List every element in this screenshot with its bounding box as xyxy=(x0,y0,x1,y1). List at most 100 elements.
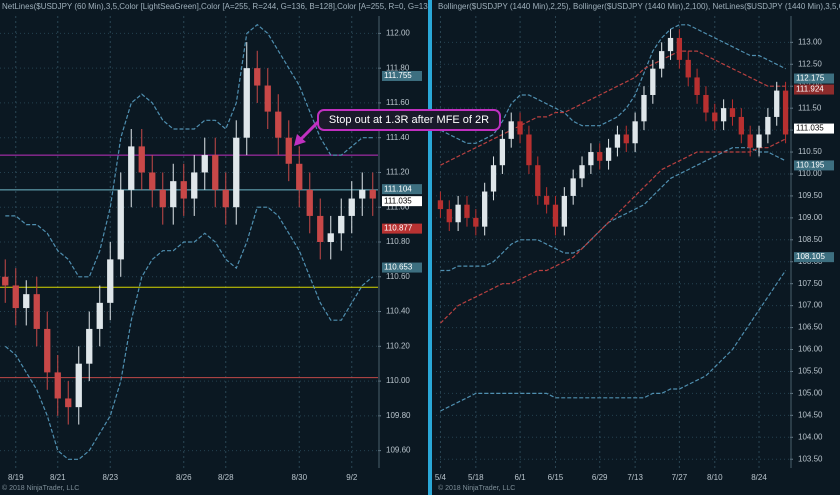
y-tick-label: 111.00 xyxy=(386,202,410,211)
candle-body xyxy=(712,112,718,122)
candle-body xyxy=(317,215,324,242)
candle-body xyxy=(44,328,51,373)
price-marker xyxy=(794,252,834,263)
x-tick-label: 8/28 xyxy=(218,473,234,482)
y-tick-label: 105.00 xyxy=(798,389,823,398)
candle-body xyxy=(359,189,366,199)
candle-body xyxy=(12,285,19,309)
candle-body xyxy=(23,294,30,309)
y-tick-label: 111.60 xyxy=(386,98,410,107)
y-tick-label: 110.00 xyxy=(798,169,822,178)
candle-body xyxy=(774,90,780,117)
candle-body xyxy=(738,116,744,135)
candle-body xyxy=(659,51,665,69)
x-tick-label: 7/13 xyxy=(627,473,643,482)
y-tick-label: 112.50 xyxy=(798,59,822,68)
candle-body xyxy=(703,94,709,113)
x-tick-label: 7/27 xyxy=(672,473,688,482)
footer: © 2018 NinjaTrader, LLC xyxy=(2,484,79,492)
y-tick-label: 109.60 xyxy=(386,446,411,455)
y-tick-label: 110.80 xyxy=(386,237,410,246)
candle-body xyxy=(694,77,700,95)
candle-body xyxy=(667,37,674,52)
price-marker-label: 110.653 xyxy=(384,263,413,272)
candle-body xyxy=(543,195,550,205)
band-line xyxy=(440,147,786,272)
candle-body xyxy=(159,189,166,208)
candle-body xyxy=(96,302,103,329)
y-tick-label: 109.80 xyxy=(386,411,411,420)
y-tick-label: 109.50 xyxy=(798,191,823,200)
candle-body xyxy=(327,233,334,242)
x-tick-label: 8/30 xyxy=(291,473,307,482)
y-tick-label: 110.20 xyxy=(386,341,410,350)
x-tick-label: 8/24 xyxy=(751,473,767,482)
x-tick-label: 8/21 xyxy=(50,473,66,482)
price-marker xyxy=(794,123,834,134)
candle-body xyxy=(75,363,82,408)
candle-body xyxy=(65,398,72,408)
candle-body xyxy=(191,172,198,199)
footer: © 2018 NinjaTrader, LLC xyxy=(438,484,515,492)
y-tick-label: 110.60 xyxy=(386,272,410,281)
candle-body xyxy=(561,195,567,227)
price-marker-label: 111.755 xyxy=(384,71,412,80)
candle-body xyxy=(535,165,541,196)
candle-body xyxy=(254,68,261,86)
candle-body xyxy=(201,155,208,173)
y-tick-label: 109.00 xyxy=(798,213,823,222)
y-tick-label: 110.40 xyxy=(386,307,410,316)
candle-body xyxy=(526,134,532,166)
candle-body xyxy=(747,134,753,148)
candle-body xyxy=(437,200,444,210)
price-marker xyxy=(382,196,422,207)
price-marker xyxy=(382,262,422,273)
band-line xyxy=(439,138,786,324)
annotation-arrow xyxy=(298,120,320,142)
candle-body xyxy=(306,189,313,216)
y-tick-label: 107.50 xyxy=(798,279,823,288)
candle-body xyxy=(446,209,452,223)
candle-body xyxy=(720,108,727,122)
price-marker xyxy=(794,160,834,171)
candle-body xyxy=(499,138,506,166)
candle-body xyxy=(212,155,219,190)
x-tick-label: 8/26 xyxy=(176,473,192,482)
candle-body xyxy=(588,152,594,166)
candle-body xyxy=(285,137,292,164)
price-marker-label: 112.175 xyxy=(796,74,825,83)
y-tick-label: 106.50 xyxy=(798,323,823,332)
y-tick-label: 108.50 xyxy=(798,235,823,244)
candle-body xyxy=(473,217,479,227)
candle-body xyxy=(517,121,523,135)
price-marker xyxy=(382,223,422,234)
candle-body xyxy=(605,147,612,161)
y-tick-label: 111.40 xyxy=(386,133,410,142)
candle-body xyxy=(149,172,156,190)
annotation-layer: Stop out at 1.3R after MFE of 2R xyxy=(294,109,501,146)
candle-body xyxy=(275,111,282,138)
y-tick-label: 106.00 xyxy=(798,345,823,354)
candle-body xyxy=(614,134,621,148)
price-marker xyxy=(794,73,834,84)
candle-body xyxy=(369,189,376,199)
band-line xyxy=(440,50,786,166)
candle-body xyxy=(128,146,135,190)
y-tick-label: 103.50 xyxy=(798,454,823,463)
price-marker xyxy=(794,84,834,95)
candle-body xyxy=(482,191,488,227)
candle-body xyxy=(508,121,514,139)
candle-body xyxy=(464,204,470,218)
chart-title: Bollinger($USDJPY (1440 Min),2,25), Boll… xyxy=(438,2,840,11)
left-panel: NetLines($USDJPY (60 Min),3,5,Color [Lig… xyxy=(0,2,428,492)
candle-body xyxy=(455,204,461,223)
annotation-text: Stop out at 1.3R after MFE of 2R xyxy=(329,114,489,126)
candle-body xyxy=(2,276,9,286)
candle-body xyxy=(632,121,638,144)
candle-body xyxy=(641,94,647,122)
candle-body xyxy=(676,37,683,60)
x-tick-label: 5/18 xyxy=(468,473,484,482)
candle-body xyxy=(490,165,497,192)
y-tick-label: 110.50 xyxy=(798,147,822,156)
